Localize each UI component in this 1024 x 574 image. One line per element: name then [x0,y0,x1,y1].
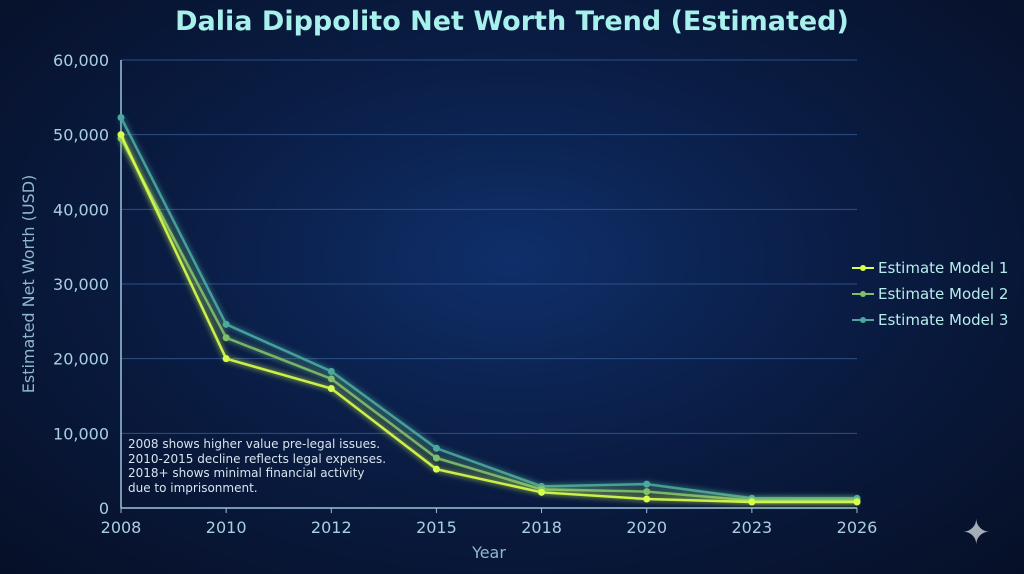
annotation-line: due to imprisonment. [128,480,258,495]
data-point [117,113,125,121]
x-tick-label: 2023 [731,518,772,537]
legend-item: Estimate Model 2 [852,281,1008,307]
data-point [432,444,440,452]
annotation-line: 2018+ shows minimal financial activity [128,466,365,480]
data-point [432,465,440,473]
legend-label: Estimate Model 2 [878,285,1009,303]
series-line [119,116,857,500]
data-point [222,355,230,363]
data-point [432,454,440,462]
legend-swatch [852,264,874,271]
annotation: 2008 shows higher value pre-legal issues… [128,437,386,495]
x-tick-label: 2018 [521,518,562,537]
chart-title: Dalia Dippolito Net Worth Trend (Estimat… [175,6,849,37]
data-point [643,488,651,496]
y-axis-label: Estimated Net Worth (USD) [19,175,38,394]
series-line [119,137,857,502]
data-point [538,488,546,496]
y-tick-label: 60,000 [53,51,109,70]
x-tick-label: 2008 [101,518,142,537]
legend-item: Estimate Model 3 [852,307,1008,333]
annotation-line: 2010-2015 decline reflects legal expense… [128,451,387,466]
data-point [748,498,756,506]
legend-label: Estimate Model 3 [878,311,1009,329]
y-tick-label: 30,000 [53,275,109,294]
legend-swatch [852,316,874,323]
y-tick-label: 0 [99,499,109,518]
data-point [643,495,651,503]
annotation-line: 2008 shows higher value pre-legal issues… [128,437,381,451]
y-tick-label: 50,000 [53,126,109,145]
data-point [117,131,125,139]
sparkle-icon: ✦ [962,513,991,553]
x-tick-label: 2026 [837,518,878,537]
x-tick-label: 2010 [206,518,247,537]
legend: Estimate Model 1 Estimate Model 2 Estimate… [852,255,1008,333]
x-tick-label: 2015 [416,518,457,537]
data-point [853,498,861,506]
legend-swatch [852,290,874,297]
series-line [119,134,857,504]
x-tick-label: 2020 [626,518,667,537]
data-point [327,375,335,383]
legend-label: Estimate Model 1 [878,259,1009,277]
data-point [327,385,335,393]
y-tick-label: 10,000 [53,424,109,443]
data-point [327,367,335,375]
data-point [222,320,230,328]
data-point [222,334,230,342]
y-tick-label: 20,000 [53,350,109,369]
data-point [643,480,651,488]
x-tick-label: 2012 [311,518,352,537]
legend-item: Estimate Model 1 [852,255,1008,281]
y-tick-label: 40,000 [53,200,109,219]
x-axis-label: Year [471,543,506,562]
